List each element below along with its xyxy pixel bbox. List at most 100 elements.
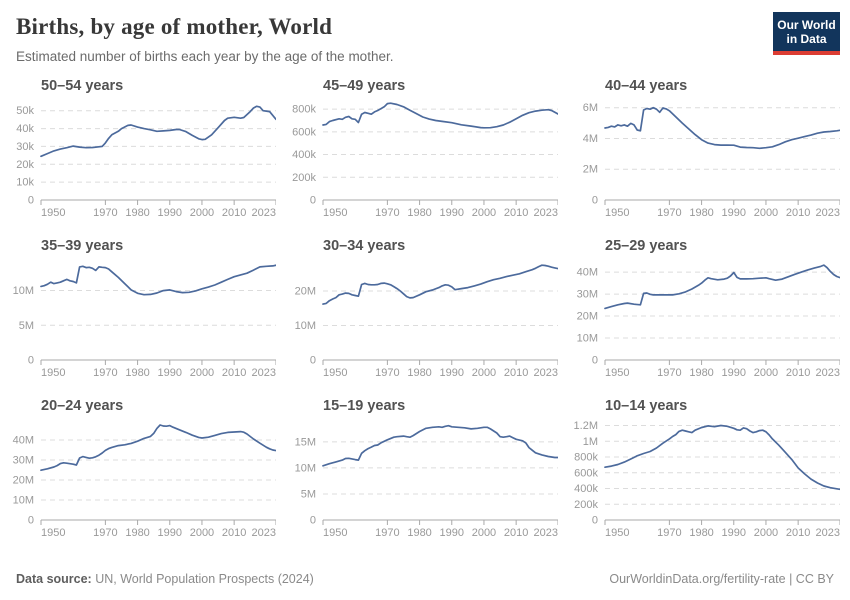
x-tick-label: 1970 [375, 207, 399, 219]
x-tick-label: 1990 [158, 367, 182, 379]
chart-facet-35-39-years: 35–39 years 0 5M 10M 1950 1970 1980 1990 2000 201… [8, 238, 276, 380]
x-tick-label: 1980 [407, 207, 431, 219]
x-tick-label: 2000 [190, 527, 214, 539]
chart-facet-45-49-years: 45–49 years 0 200k 400k 600k 800k 1950 1970 1980… [290, 78, 558, 220]
x-tick-label: 2000 [472, 527, 496, 539]
x-tick-label: 1970 [375, 367, 399, 379]
x-tick-label: 2000 [754, 207, 778, 219]
x-tick-label: 1990 [158, 207, 182, 219]
data-source-label: Data source: [16, 572, 92, 586]
x-tick-label: 1950 [605, 527, 629, 539]
facet-title: 35–39 years [41, 238, 124, 254]
data-source-note: Data source: UN, World Population Prospe… [16, 572, 314, 586]
line-chart-25-29-years: 0 10M 20M 30M 40M 1950 1970 1980 1990 2000 2010 202… [577, 264, 840, 379]
line-chart-10-14-years: 0 200k 400k 600k 800k 1M 1.2M 1950 1970 1980 1990 2… [574, 420, 840, 539]
x-tick-label: 2000 [754, 527, 778, 539]
data-series-line [322, 102, 558, 129]
owid-logo-line2: in Data [786, 32, 827, 47]
facet-title: 45–49 years [323, 78, 406, 94]
x-tick-label: 1970 [657, 367, 681, 379]
y-tick-label: 50k [16, 105, 34, 117]
facet-title: 25–29 years [605, 238, 688, 254]
x-tick-label: 1970 [375, 527, 399, 539]
chart-facet-40-44-years: 40–44 years 0 2M 4M 6M 1950 1970 1980 1990 2000 20… [572, 78, 840, 220]
chart-facet-10-14-years: 10–14 years 0 200k 400k 600k 800k 1M 1.2M 1950 19… [572, 398, 840, 540]
x-tick-label: 1990 [722, 527, 746, 539]
x-tick-label: 1950 [323, 367, 347, 379]
line-chart-45-49-years: 0 200k 400k 600k 800k 1950 1970 1980 1990 2000 201… [292, 102, 558, 219]
y-tick-label: 0 [28, 515, 34, 527]
y-tick-label: 15M [295, 436, 316, 448]
chart-facet-30-34-years: 30–34 years 0 10M 20M 1950 1970 1980 1990 2000 20… [290, 238, 558, 380]
x-tick-label: 1950 [41, 367, 65, 379]
x-tick-label: 2010 [786, 527, 810, 539]
y-tick-label: 5M [301, 488, 316, 500]
x-tick-label: 1980 [125, 207, 149, 219]
x-tick-label: 1990 [440, 527, 464, 539]
y-tick-label: 40M [577, 267, 598, 279]
line-chart-20-24-years: 0 10M 20M 30M 40M 1950 1970 1980 1990 2000 2010 202… [13, 424, 276, 539]
y-tick-label: 20M [577, 311, 598, 323]
data-series-line [40, 105, 276, 158]
y-tick-label: 200k [292, 172, 316, 184]
y-tick-label: 40k [16, 123, 34, 135]
facet-title: 10–14 years [605, 398, 688, 414]
x-tick-label: 1990 [722, 207, 746, 219]
chart-facet-15-19-years: 15–19 years 0 5M 10M 15M 1950 1970 1980 1990 2000… [290, 398, 558, 540]
y-tick-label: 10M [13, 285, 34, 297]
x-tick-label: 2010 [786, 367, 810, 379]
x-tick-label: 1980 [689, 527, 713, 539]
line-chart-50-54-years: 0 10k 20k 30k 40k 50k 1950 1970 1980 1990 2000 2010… [16, 105, 276, 219]
line-chart-40-44-years: 0 2M 4M 6M 1950 1970 1980 1990 2000 2010 2023 [583, 102, 840, 219]
attribution: OurWorldinData.org/fertility-rate | CC B… [609, 572, 834, 586]
facet-title: 30–34 years [323, 238, 406, 254]
x-tick-label: 2023 [534, 207, 558, 219]
owid-url-link[interactable]: OurWorldinData.org/fertility-rate [609, 572, 786, 586]
y-tick-label: 6M [583, 102, 598, 114]
y-tick-label: 10M [295, 462, 316, 474]
x-tick-label: 2000 [190, 207, 214, 219]
y-tick-label: 600k [292, 126, 316, 138]
x-tick-label: 1950 [605, 207, 629, 219]
y-tick-label: 800k [292, 104, 316, 116]
y-tick-label: 5M [19, 320, 34, 332]
y-tick-label: 0 [592, 355, 598, 367]
x-tick-label: 1970 [93, 207, 117, 219]
x-tick-label: 2023 [252, 527, 276, 539]
y-tick-label: 20k [16, 159, 34, 171]
x-tick-label: 2000 [754, 367, 778, 379]
x-tick-label: 1970 [93, 367, 117, 379]
x-tick-label: 2023 [816, 207, 840, 219]
x-tick-label: 1980 [689, 207, 713, 219]
y-tick-label: 0 [28, 195, 34, 207]
chart-footer: Data source: UN, World Population Prospe… [0, 572, 850, 586]
x-tick-label: 1980 [407, 367, 431, 379]
x-tick-label: 2010 [222, 367, 246, 379]
facet-title: 15–19 years [323, 398, 406, 414]
data-source-text: UN, World Population Prospects (2024) [91, 572, 314, 586]
y-tick-label: 200k [574, 499, 598, 511]
y-tick-label: 1M [583, 436, 598, 448]
data-series-line [604, 106, 840, 150]
x-tick-label: 2010 [504, 207, 528, 219]
x-tick-label: 1980 [407, 527, 431, 539]
x-tick-label: 1980 [125, 527, 149, 539]
y-tick-label: 30k [16, 141, 34, 153]
line-chart-35-39-years: 0 5M 10M 1950 1970 1980 1990 2000 2010 2023 [13, 264, 276, 379]
x-tick-label: 1980 [125, 367, 149, 379]
x-tick-label: 2000 [472, 367, 496, 379]
y-tick-label: 30M [13, 455, 34, 467]
x-tick-label: 1990 [722, 367, 746, 379]
data-series-line [40, 424, 276, 472]
y-tick-label: 20M [13, 475, 34, 487]
x-tick-label: 1950 [323, 207, 347, 219]
y-tick-label: 4M [583, 133, 598, 145]
license-text: | CC BY [785, 572, 834, 586]
y-tick-label: 400k [292, 149, 316, 161]
x-tick-label: 2010 [222, 527, 246, 539]
chart-header: Births, by age of mother, World Estimate… [0, 0, 850, 64]
y-tick-label: 800k [574, 452, 598, 464]
x-tick-label: 2023 [816, 367, 840, 379]
x-tick-label: 1980 [689, 367, 713, 379]
y-tick-label: 600k [574, 467, 598, 479]
